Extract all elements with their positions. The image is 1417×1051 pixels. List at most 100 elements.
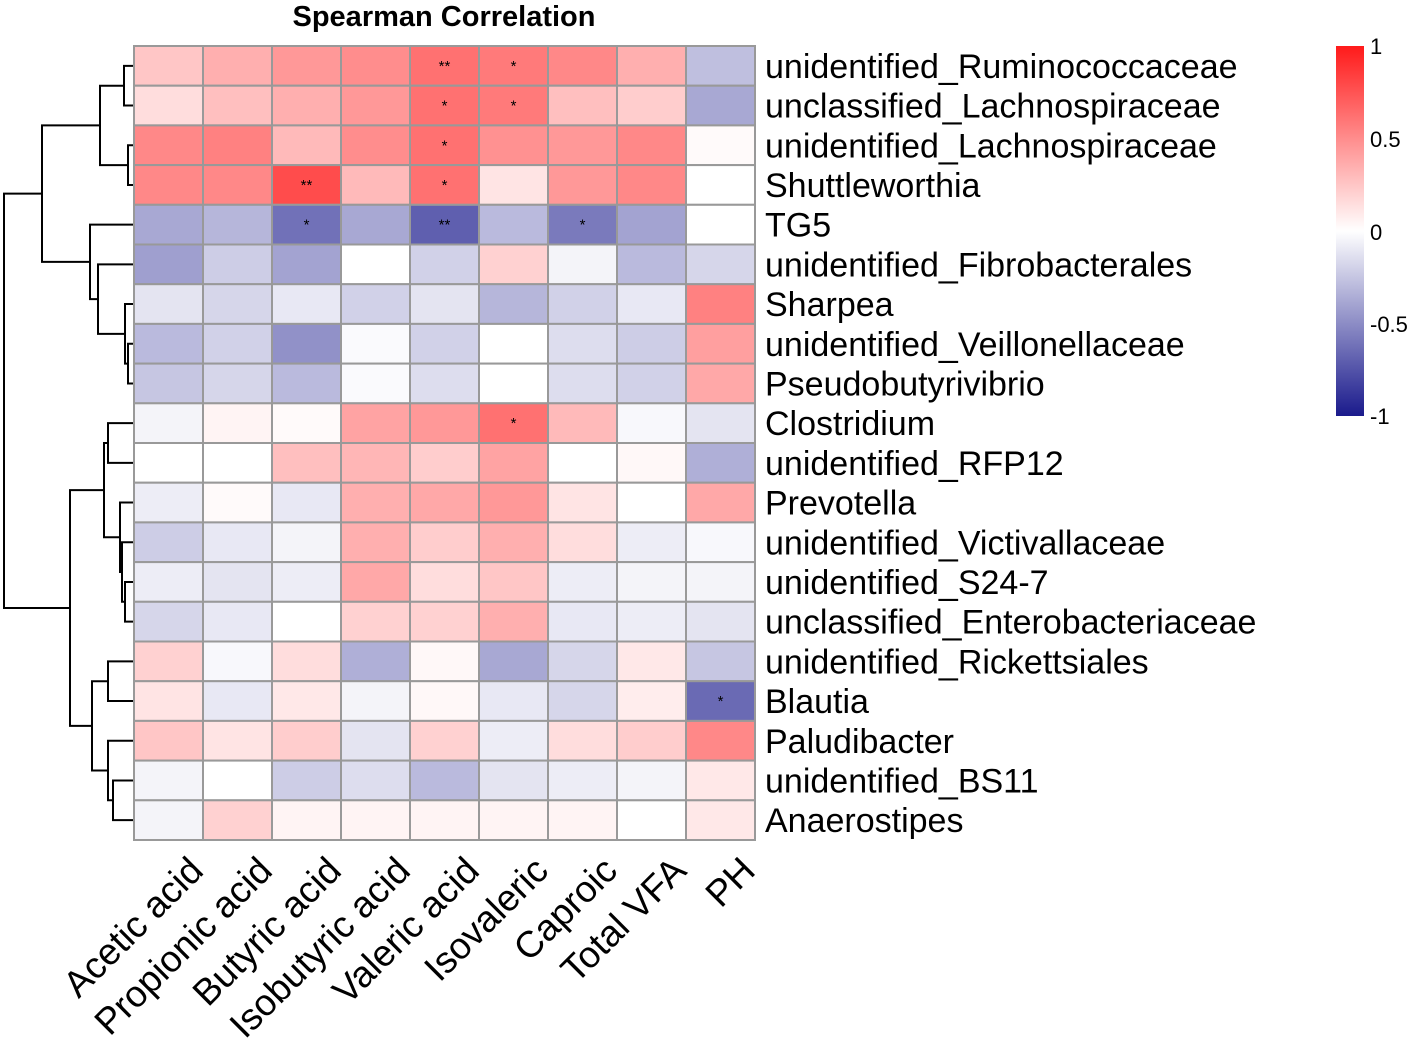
heatmap-cell-pseudobutyrivibrio-caproic (547, 362, 618, 405)
heatmap-cell-anaerostipes-propionic-acid (202, 799, 273, 841)
heatmap-cell-unidentified-ruminococcaceae-caproic (547, 45, 618, 87)
heatmap-cell-pseudobutyrivibrio-butyric-acid (271, 362, 342, 405)
heatmap-cell-unidentified-bs11-caproic (547, 759, 618, 802)
heatmap-cell-unidentified-bs11-isovaleric (478, 759, 549, 802)
row-label-sharpea: Sharpea (765, 286, 894, 324)
heatmap-cell-unidentified-fibrobacterales-valeric-acid (409, 243, 480, 286)
heatmap-cell-pseudobutyrivibrio-isovaleric (478, 362, 549, 405)
row-label-unidentified-bs11: unidentified_BS11 (765, 762, 1038, 800)
heatmap-cell-unidentified-victivallaceae-propionic-acid (202, 521, 273, 564)
heatmap-cell-anaerostipes-butyric-acid (271, 799, 342, 841)
heatmap-cells (133, 45, 756, 841)
heatmap-cell-sharpea-valeric-acid (409, 283, 480, 325)
heatmap-cell-shuttleworthia-total-vfa (616, 164, 687, 206)
heatmap-cell-unidentified-bs11-valeric-acid (409, 759, 480, 802)
heatmap-cell-tg5-propionic-acid (202, 203, 273, 246)
heatmap-cell-shuttleworthia-isovaleric (478, 164, 549, 206)
heatmap-cell-unclassified-enterobacteriaceae-acetic-acid (133, 600, 204, 643)
heatmap-cell-unidentified-victivallaceae-isobutyric-acid (340, 521, 411, 564)
heatmap-cell-clostridium-isovaleric (478, 402, 549, 444)
heatmap-cell-pseudobutyrivibrio-isobutyric-acid (340, 362, 411, 405)
row-label-unidentified-ruminococcaceae: unidentified_Ruminococcaceae (765, 48, 1238, 86)
heatmap-cell-pseudobutyrivibrio-valeric-acid (409, 362, 480, 405)
heatmap-cell-unidentified-lachnospiraceae-caproic (547, 124, 618, 167)
heatmap-cell-unidentified-s24-7-acetic-acid (133, 561, 204, 603)
heatmap-cell-unidentified-s24-7-isovaleric (478, 561, 549, 603)
heatmap-cell-anaerostipes-ph (685, 799, 756, 841)
legend-tick-label: 1 (1370, 34, 1382, 59)
heatmap-cell-unidentified-bs11-ph (685, 759, 756, 802)
heatmap-cell-unclassified-enterobacteriaceae-total-vfa (616, 600, 687, 643)
heatmap-cell-unidentified-veillonellaceae-isobutyric-acid (340, 322, 411, 365)
row-dendrogram (3, 64, 134, 822)
heatmap-cell-unidentified-rickettsiales-isovaleric (478, 640, 549, 683)
heatmap-cell-anaerostipes-valeric-acid (409, 799, 480, 841)
heatmap-cell-pseudobutyrivibrio-total-vfa (616, 362, 687, 405)
heatmap-cell-paludibacter-caproic (547, 719, 618, 762)
heatmap-cell-tg5-total-vfa (616, 203, 687, 246)
heatmap-cell-unidentified-lachnospiraceae-propionic-acid (202, 124, 273, 167)
heatmap-cell-tg5-isobutyric-acid (340, 203, 411, 246)
heatmap-cell-unidentified-victivallaceae-ph (685, 521, 756, 564)
heatmap-cell-unidentified-victivallaceae-acetic-acid (133, 521, 204, 564)
heatmap-cell-unidentified-rfp12-isovaleric (478, 442, 549, 484)
heatmap-cell-blautia-ph (685, 680, 756, 722)
dendrogram-link (69, 489, 104, 727)
heatmap-cell-unidentified-s24-7-propionic-acid (202, 561, 273, 603)
significance-marker: ** (439, 217, 451, 234)
significance-markers: ** ** **** ** ** *** (301, 58, 724, 710)
heatmap-cell-clostridium-propionic-acid (202, 402, 273, 444)
legend-tick-label: 0 (1370, 220, 1382, 245)
heatmap-cell-unclassified-lachnospiraceae-total-vfa (616, 84, 687, 127)
row-label-unclassified-enterobacteriaceae: unclassified_Enterobacteriaceae (765, 604, 1256, 642)
heatmap-cell-pseudobutyrivibrio-acetic-acid (133, 362, 204, 405)
dendrogram-link (91, 680, 108, 772)
heatmap-cell-tg5-caproic (547, 203, 618, 246)
heatmap-cell-blautia-isobutyric-acid (340, 680, 411, 722)
legend-tick-label: -0.5 (1370, 312, 1408, 337)
heatmap-cell-blautia-total-vfa (616, 680, 687, 722)
dendrogram-link (3, 192, 70, 610)
heatmap-cell-unidentified-rfp12-isobutyric-acid (340, 442, 411, 484)
heatmap-cell-tg5-isovaleric (478, 203, 549, 246)
row-label-unidentified-victivallaceae: unidentified_Victivallaceae (765, 524, 1165, 562)
heatmap-cell-unidentified-ruminococcaceae-butyric-acid (271, 45, 342, 87)
row-label-unidentified-veillonellaceae: unidentified_Veillonellaceae (765, 326, 1185, 364)
heatmap-cell-shuttleworthia-caproic (547, 164, 618, 206)
heatmap-cell-unidentified-rickettsiales-total-vfa (616, 640, 687, 683)
heatmap-cell-unidentified-s24-7-isobutyric-acid (340, 561, 411, 603)
heatmap-cell-blautia-acetic-acid (133, 680, 204, 722)
heatmap-cell-sharpea-isovaleric (478, 283, 549, 325)
heatmap-cell-unidentified-rfp12-butyric-acid (271, 442, 342, 484)
heatmap-cell-shuttleworthia-acetic-acid (133, 164, 204, 206)
heatmap-cell-paludibacter-ph (685, 719, 756, 762)
heatmap-cell-unidentified-ruminococcaceae-ph (685, 45, 756, 87)
dendrogram-link (97, 263, 134, 335)
significance-marker: * (442, 177, 448, 194)
heatmap-cell-prevotella-caproic (547, 481, 618, 524)
heatmap-cell-unidentified-victivallaceae-butyric-acid (271, 521, 342, 564)
heatmap-cell-clostridium-isobutyric-acid (340, 402, 411, 444)
significance-marker: ** (439, 58, 451, 75)
dendrogram-link (89, 223, 134, 301)
heatmap-cell-unclassified-lachnospiraceae-ph (685, 84, 756, 127)
heatmap-cell-unidentified-victivallaceae-total-vfa (616, 521, 687, 564)
heatmap-cell-unidentified-lachnospiraceae-total-vfa (616, 124, 687, 167)
heatmap-cell-unclassified-lachnospiraceae-butyric-acid (271, 84, 342, 127)
heatmap-cell-unidentified-rfp12-caproic (547, 442, 618, 484)
heatmap-cell-unclassified-enterobacteriaceae-butyric-acid (271, 600, 342, 643)
significance-marker: * (511, 98, 517, 115)
row-label-clostridium: Clostridium (765, 405, 935, 443)
heatmap-cell-unclassified-enterobacteriaceae-isobutyric-acid (340, 600, 411, 643)
heatmap-cell-anaerostipes-isovaleric (478, 799, 549, 841)
dendrogram-link (124, 580, 134, 623)
heatmap-cell-blautia-isovaleric (478, 680, 549, 722)
heatmap-cell-unclassified-enterobacteriaceae-propionic-acid (202, 600, 273, 643)
heatmap-cell-anaerostipes-isobutyric-acid (340, 799, 411, 841)
dendrogram-link (112, 779, 134, 822)
color-legend-bar (1336, 46, 1364, 416)
heatmap-cell-unclassified-lachnospiraceae-isobutyric-acid (340, 84, 411, 127)
row-label-unclassified-lachnospiraceae: unclassified_Lachnospiraceae (765, 88, 1221, 126)
heatmap-cell-unidentified-fibrobacterales-total-vfa (616, 243, 687, 286)
heatmap-cell-unidentified-rickettsiales-isobutyric-acid (340, 640, 411, 683)
